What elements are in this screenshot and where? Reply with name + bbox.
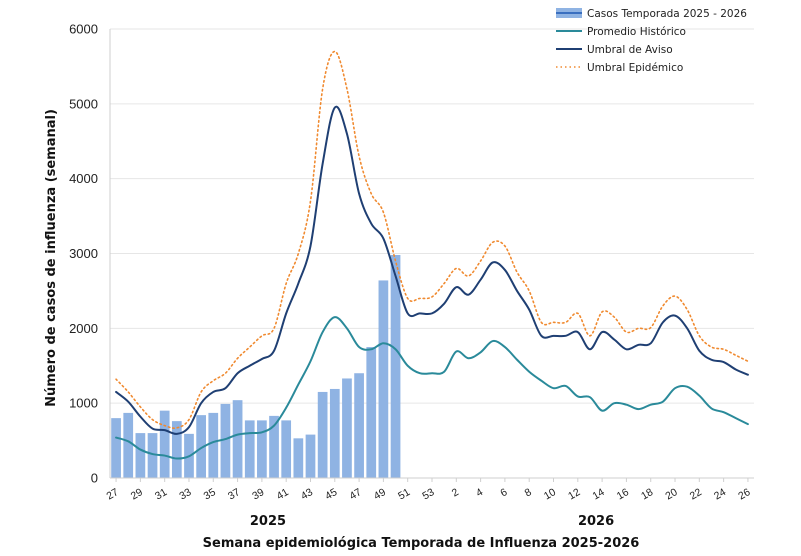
x-tick-label: 43	[299, 486, 315, 502]
case-bar	[111, 418, 121, 478]
case-bar	[378, 280, 389, 478]
x-tick-label: 24	[712, 486, 728, 502]
case-bar	[159, 410, 170, 478]
case-bar	[293, 438, 304, 478]
series-line-2	[115, 50, 749, 429]
x-tick-label: 22	[688, 486, 704, 502]
case-bar	[171, 421, 182, 478]
y-tick-label: 3000	[69, 246, 98, 261]
x-tick-label: 53	[420, 486, 436, 502]
case-bar	[135, 433, 146, 478]
x-tick-label: 10	[542, 486, 558, 502]
y-tick-label: 4000	[69, 171, 98, 186]
case-bar	[366, 347, 377, 478]
case-bar	[329, 388, 340, 478]
x-tick-label: 39	[250, 486, 266, 502]
case-bar	[342, 378, 352, 478]
y-tick-label: 1000	[69, 396, 98, 411]
y-tick-labels: 0 1000 2000 3000 4000 5000 6000	[69, 22, 98, 486]
y-tick-label: 5000	[69, 96, 98, 111]
year-label: 2025	[250, 514, 286, 529]
x-tick-label: 41	[275, 486, 291, 502]
case-bar	[208, 412, 219, 478]
legend-label: Umbral de Aviso	[587, 44, 673, 56]
case-bar	[220, 403, 231, 478]
case-bar	[390, 254, 401, 478]
x-tick-label: 29	[129, 486, 145, 502]
x-tick-label: 16	[615, 486, 631, 502]
case-bar	[317, 391, 328, 478]
x-tick-label: 14	[590, 486, 606, 502]
case-bar	[281, 420, 292, 478]
x-tick-labels: 27 29 31 33 35 37 39 41 43 45 47 49 51 53 2 4 6 8 10 12 14 16…	[104, 478, 753, 502]
x-tick-label: 6	[498, 486, 509, 499]
legend: Casos Temporada 2025 - 2026 Promedio Hist…	[556, 8, 747, 74]
x-tick-label: 12	[566, 486, 582, 502]
x-tick-label: 20	[663, 486, 679, 502]
x-axis-title: Semana epidemiológica Temporada de Influ…	[203, 536, 640, 551]
x-tick-label: 4	[474, 486, 485, 499]
x-tick-label: 37	[226, 486, 242, 502]
y-tick-label: 6000	[69, 22, 98, 37]
x-tick-label: 49	[372, 486, 388, 502]
y-axis-title: Número de casos de influenza (semanal)	[44, 109, 59, 407]
x-tick-label: 45	[323, 486, 339, 502]
case-bar	[354, 373, 364, 478]
x-tick-label: 33	[177, 486, 193, 502]
x-tick-label: 18	[639, 486, 655, 502]
case-bar	[232, 400, 243, 478]
x-tick-label: 2	[450, 486, 461, 499]
x-tick-label: 51	[396, 486, 412, 502]
case-bar	[147, 433, 158, 478]
case-bar	[244, 420, 255, 478]
x-tick-label: 35	[202, 486, 218, 502]
legend-label: Umbral Epidémico	[587, 62, 683, 74]
series-lines	[115, 50, 749, 460]
legend-label: Casos Temporada 2025 - 2026	[587, 8, 747, 20]
x-tick-label: 47	[347, 486, 363, 502]
case-bar	[305, 434, 316, 478]
case-bar	[269, 415, 279, 478]
y-tick-label: 0	[91, 471, 98, 486]
year-label: 2026	[578, 514, 614, 529]
x-tick-label: 31	[153, 486, 169, 502]
y-gridlines	[110, 28, 754, 404]
case-bar	[196, 415, 206, 478]
case-bar	[257, 420, 267, 478]
x-tick-label: 27	[104, 486, 120, 502]
case-bar	[123, 412, 134, 478]
series-line-1	[115, 105, 749, 435]
cases-bars	[111, 254, 401, 478]
y-tick-label: 2000	[69, 321, 98, 336]
x-tick-label: 8	[523, 486, 534, 499]
year-labels: 2025 2026	[250, 514, 614, 529]
x-tick-label: 26	[736, 486, 752, 502]
series-line-0	[115, 316, 749, 460]
legend-label: Promedio Histórico	[587, 26, 686, 38]
